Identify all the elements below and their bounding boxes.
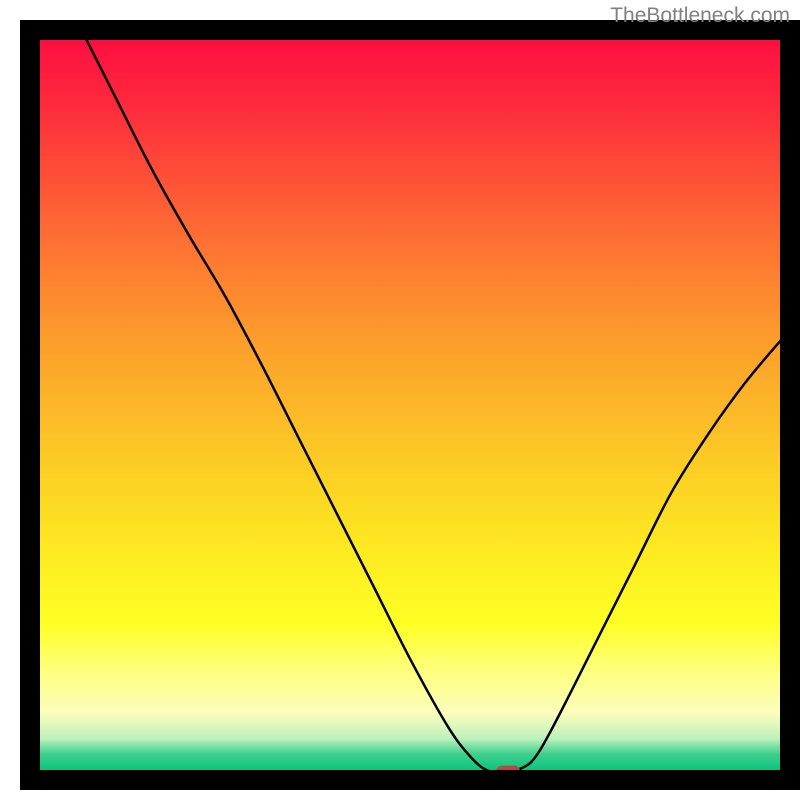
watermark-text: TheBottleneck.com	[610, 4, 790, 28]
bottleneck-chart	[0, 0, 800, 800]
